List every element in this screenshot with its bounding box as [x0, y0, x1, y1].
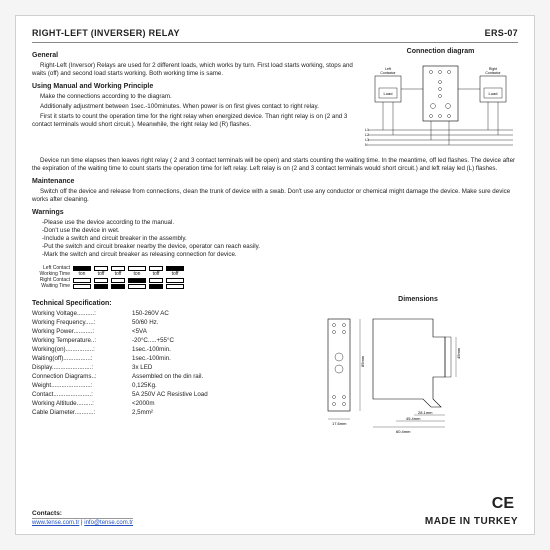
general-heading: General [32, 51, 355, 60]
using-p4: Device run time elapses then leaves righ… [32, 157, 518, 173]
timing-diagram: Left Contact Working Time ton toff toff … [32, 265, 232, 289]
general-para: Right-Left (Inversor) Relays are used fo… [32, 62, 355, 78]
spec-row: Working Voltage..........:150-260V AC [32, 310, 306, 319]
spec-row: Display.......................:3x LED [32, 364, 306, 373]
tech-specs: Technical Specification: Working Voltage… [32, 295, 306, 441]
spec-val: <5VA [132, 328, 147, 337]
spec-key: Waiting(off)................: [32, 355, 132, 364]
spec-val: 3x LED [132, 364, 152, 373]
left-load-label: Load [384, 91, 393, 96]
spec-key: Working Altitude.........: [32, 400, 132, 409]
spec-row: Contact......................:5A 250V AC… [32, 391, 306, 400]
svg-text:28.1mm: 28.1mm [418, 410, 433, 415]
spec-row: Working(on)................:1sec.-100min… [32, 346, 306, 355]
contacts-block: Contacts: www.tense.com.tr | info@tense.… [32, 510, 133, 528]
right-load-label: Load [489, 91, 498, 96]
spec-val: 1sec.-100min. [132, 346, 171, 355]
connection-diagram: Connection diagram Load [363, 47, 518, 157]
email-link[interactable]: info@tense.com.tr [84, 520, 133, 526]
warn-5: -Mark the switch and circuit breaker as … [32, 251, 518, 259]
page-title: RIGHT-LEFT (INVERSER) RELAY [32, 28, 180, 40]
dims-title: Dimensions [318, 295, 518, 304]
spec-key: Working Voltage..........: [32, 310, 132, 319]
spec-row: Weight.......................:0,125Kg. [32, 382, 306, 391]
bottom-section: Technical Specification: Working Voltage… [32, 295, 518, 441]
svg-text:45.4mm: 45.4mm [406, 416, 421, 421]
spec-key: Display.......................: [32, 364, 132, 373]
title-row: RIGHT-LEFT (INVERSER) RELAY ERS-07 [32, 28, 518, 43]
svg-text:45mm: 45mm [456, 348, 461, 360]
conn-svg: Load Load Left Contactor Right Contactor… [363, 58, 518, 153]
spec-val: -20°C.....+55°C [132, 337, 174, 346]
using-p3: First it starts to count the operation t… [32, 113, 355, 129]
intro-text: General Right-Left (Inversor) Relays are… [32, 47, 355, 157]
dims-svg: 85mm 45mm 17.6mm 28.1mm 45.4mm 60.4mm [318, 307, 518, 437]
spec-val: 0,125Kg. [132, 382, 157, 391]
warn-1: -Please use the device according to the … [32, 219, 518, 227]
spec-key: Contact......................: [32, 391, 132, 400]
ce-mark: CE [492, 495, 514, 512]
dimensions: Dimensions 85mm [318, 295, 518, 441]
spec-val: <2000m [132, 400, 155, 409]
maint-heading: Maintenance [32, 177, 518, 186]
using-p2: Additionally adjustment between 1sec.-10… [32, 103, 355, 111]
spec-key: Working(on)................: [32, 346, 132, 355]
spec-key: Working Power...........: [32, 328, 132, 337]
spec-row: Working Frequency.....:50/60 Hz. [32, 319, 306, 328]
spec-row: Working Altitude.........:<2000m [32, 400, 306, 409]
warn-2: -Don't use the device in wet. [32, 227, 518, 235]
svg-text:N: N [365, 143, 368, 147]
warn-3: -Include a switch and circuit breaker in… [32, 235, 518, 243]
svg-text:Contactor: Contactor [485, 71, 501, 75]
svg-text:17.6mm: 17.6mm [332, 421, 347, 426]
spec-val: Assembled on the din rail. [132, 373, 203, 382]
spec-val: 1sec.-100min. [132, 355, 171, 364]
specs-title: Technical Specification: [32, 299, 306, 308]
maint-para: Switch off the device and release from c… [32, 188, 518, 204]
spec-key: Cable Diameter...........: [32, 409, 132, 418]
warn-heading: Warnings [32, 208, 518, 217]
spec-val: 5A 250V AC Resistive Load [132, 391, 208, 400]
spec-row: Cable Diameter...........:2,5mm² [32, 409, 306, 418]
spec-key: Working Frequency.....: [32, 319, 132, 328]
datasheet-page: RIGHT-LEFT (INVERSER) RELAY ERS-07 Gener… [15, 15, 535, 535]
svg-text:85mm: 85mm [360, 356, 365, 368]
footer: Contacts: www.tense.com.tr | info@tense.… [32, 494, 518, 528]
spec-key: Weight.......................: [32, 382, 132, 391]
spec-row: Waiting(off)................:1sec.-100mi… [32, 355, 306, 364]
svg-text:Contactor: Contactor [380, 71, 396, 75]
spec-row: Connection Diagrams..:Assembled on the d… [32, 373, 306, 382]
website-link[interactable]: www.tense.com.tr [32, 520, 79, 526]
warn-4: -Put the switch and circuit breaker near… [32, 243, 518, 251]
top-section: General Right-Left (Inversor) Relays are… [32, 47, 518, 157]
conn-title: Connection diagram [363, 47, 518, 56]
spec-row: Working Temperature..:-20°C.....+55°C [32, 337, 306, 346]
made-in: MADE IN TURKEY [425, 515, 518, 528]
model-code: ERS-07 [485, 28, 518, 40]
contacts-heading: Contacts: [32, 510, 133, 519]
spec-val: 2,5mm² [132, 409, 153, 418]
svg-text:L1: L1 [365, 128, 369, 132]
spec-row: Working Power...........:<5VA [32, 328, 306, 337]
spec-val: 50/60 Hz. [132, 319, 158, 328]
spec-val: 150-260V AC [132, 310, 169, 319]
svg-text:L3: L3 [365, 138, 369, 142]
using-heading: Using Manual and Working Principle [32, 82, 355, 91]
spec-key: Connection Diagrams..: [32, 373, 132, 382]
footer-right: CE MADE IN TURKEY [425, 494, 518, 528]
spec-key: Working Temperature..: [32, 337, 132, 346]
using-p1: Make the connections according to the di… [32, 93, 355, 101]
svg-text:60.4mm: 60.4mm [396, 429, 411, 434]
svg-text:L2: L2 [365, 133, 369, 137]
